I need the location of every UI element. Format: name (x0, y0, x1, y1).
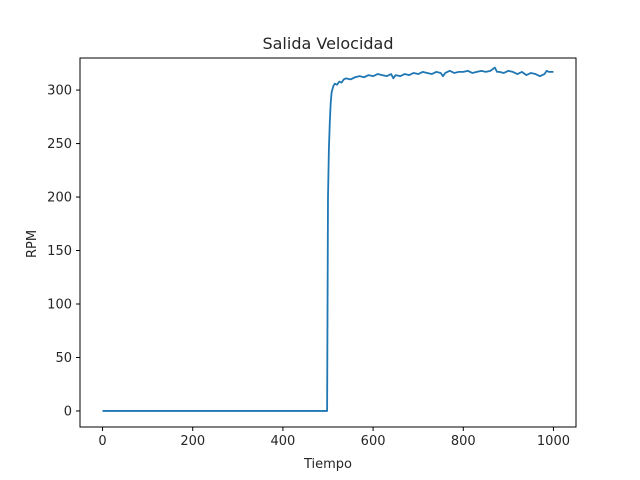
x-tick-label: 1000 (537, 434, 570, 449)
y-tick-label: 0 (64, 404, 72, 419)
x-tick-label: 0 (98, 434, 106, 449)
plot-area: 0 200 400 600 800 1000 0 50 100 150 200 250 300 (47, 57, 577, 449)
axes-frame (79, 57, 577, 428)
y-tick-label: 100 (47, 298, 72, 313)
x-tick-label: 800 (451, 434, 476, 449)
y-tick-label: 250 (47, 137, 72, 152)
y-tick-label: 150 (47, 244, 72, 259)
y-tick-label: 200 (47, 191, 72, 206)
series-line-0 (102, 66, 554, 412)
x-axis-label: Tiempo (303, 457, 352, 472)
chart-title: Salida Velocidad (262, 34, 393, 53)
y-tick-label: 300 (47, 84, 72, 99)
x-tick-label: 600 (361, 434, 386, 449)
y-tick-label: 50 (55, 351, 72, 366)
x-tick-label: 200 (180, 434, 205, 449)
y-axis-label: RPM (25, 230, 40, 258)
x-tick-label: 400 (270, 434, 295, 449)
